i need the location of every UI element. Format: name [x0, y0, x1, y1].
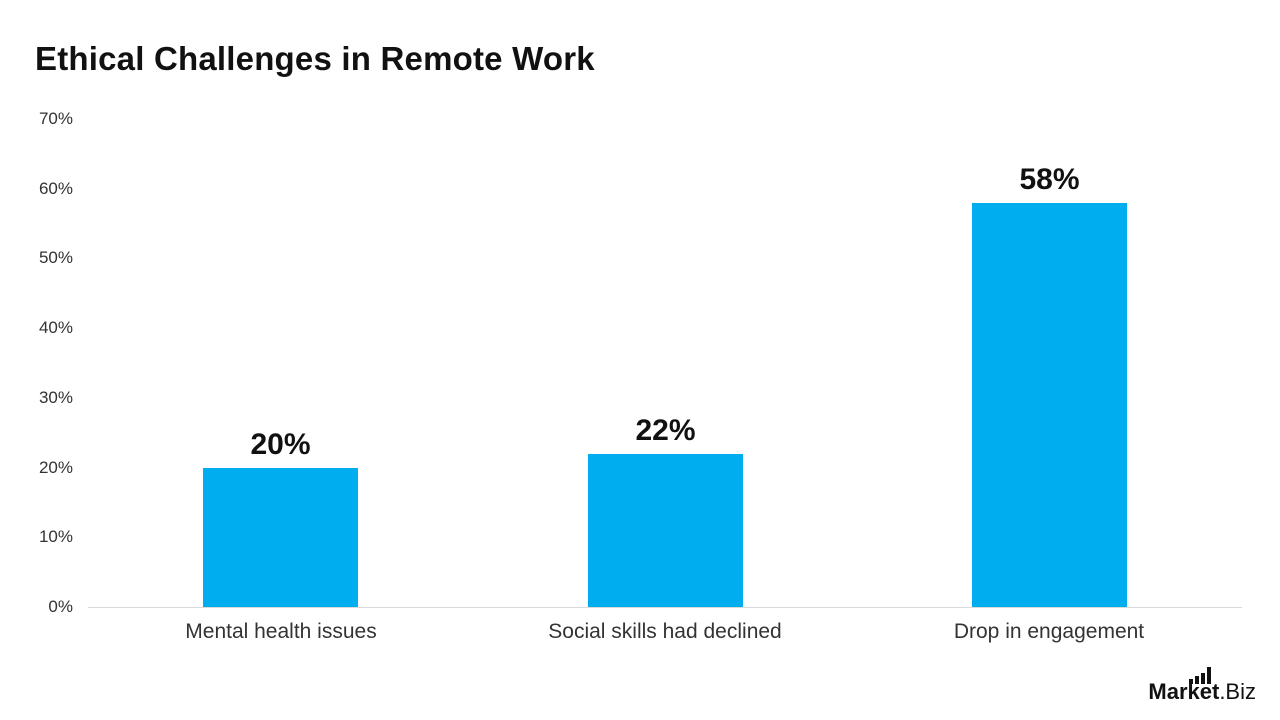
y-axis-label-40: 40% — [38, 318, 73, 337]
bar-social-skills-declined — [588, 453, 743, 607]
bar-group-social-skills-declined: 22% — [588, 413, 743, 607]
x-axis-line — [88, 607, 1242, 608]
y-axis-label-0: 0% — [48, 597, 73, 616]
y-axis-label-30: 30% — [38, 388, 73, 407]
market-biz-logo: Market.Biz — [1148, 667, 1256, 704]
bar-chart-icon — [1189, 667, 1211, 684]
bar-value-label: 20% — [250, 427, 311, 461]
y-axis-label-60: 60% — [38, 179, 73, 198]
bar-value-label: 22% — [635, 413, 696, 447]
x-axis-category-label: Drop in engagement — [953, 620, 1145, 643]
bar-group-mental-health-issues: 20% — [203, 427, 358, 607]
y-axis-label-10: 10% — [38, 527, 73, 546]
logo-text-secondary: .Biz — [1219, 679, 1256, 704]
chart-title: Ethical Challenges in Remote Work — [35, 40, 595, 77]
bar-drop-in-engagement — [972, 202, 1127, 607]
y-axis-label-20: 20% — [38, 458, 73, 477]
bar-group-drop-in-engagement: 58% — [972, 162, 1127, 607]
x-axis-category-label: Social skills had declined — [548, 620, 782, 643]
y-axis-label-70: 70% — [38, 109, 73, 128]
y-axis-label-50: 50% — [38, 248, 73, 267]
x-axis-category-label: Mental health issues — [185, 620, 377, 643]
bar-value-label: 58% — [1019, 162, 1080, 196]
bar-mental-health-issues — [203, 467, 358, 607]
